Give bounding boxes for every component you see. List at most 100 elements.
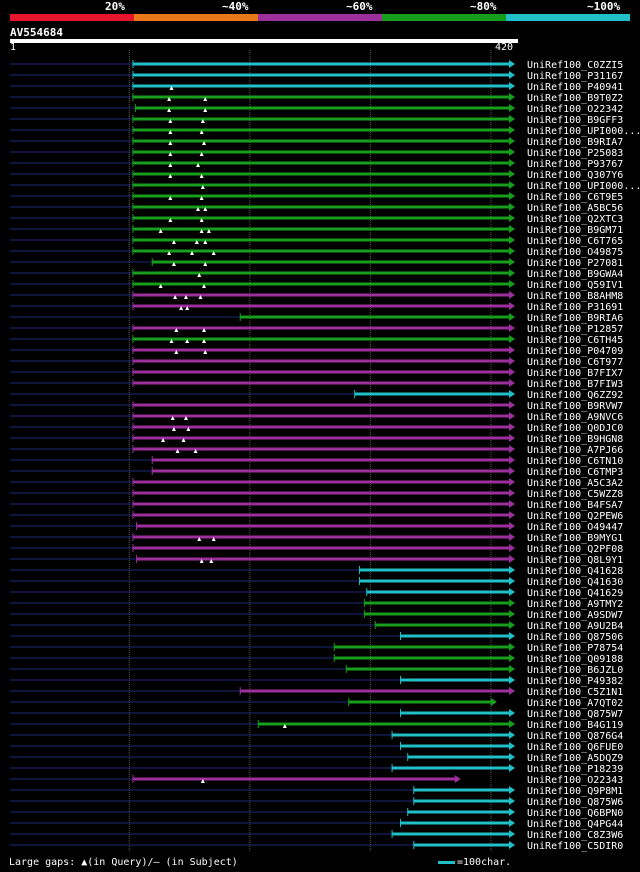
hit-end-arrow xyxy=(509,555,515,563)
hit-end-arrow xyxy=(509,335,515,343)
query-gap-marker xyxy=(171,427,176,431)
query-gap-marker xyxy=(209,559,214,563)
hit-label: UniRef100_A9TMY2 xyxy=(527,599,623,610)
hit-end-arrow xyxy=(509,610,515,618)
hit-end-arrow xyxy=(509,676,515,684)
hit-end-arrow xyxy=(509,731,515,739)
hit-end-arrow xyxy=(509,346,515,354)
query-gap-marker xyxy=(199,152,204,156)
hit-end-arrow xyxy=(509,71,515,79)
query-gap-marker xyxy=(158,284,163,288)
query-gap-marker xyxy=(181,438,186,442)
hit-label: UniRef100_Q41629 xyxy=(527,588,623,599)
hit-end-arrow xyxy=(490,698,497,706)
hit-end-arrow xyxy=(509,819,515,827)
hit-end-arrow xyxy=(509,643,515,651)
hit-end-arrow xyxy=(509,500,515,508)
query-gap-marker xyxy=(185,339,190,343)
query-gap-marker xyxy=(202,141,207,145)
hit-label: UniRef100_A7QT02 xyxy=(527,698,623,709)
hit-label: UniRef100_Q875W7 xyxy=(527,709,623,720)
hit-end-arrow xyxy=(509,830,515,838)
hit-label: UniRef100_Q876G4 xyxy=(527,731,623,742)
hit-label: UniRef100_O22343 xyxy=(527,775,623,786)
legend-segment xyxy=(258,14,382,21)
query-gap-marker xyxy=(196,163,201,167)
hit-label: UniRef100_B9RIA6 xyxy=(527,313,623,324)
scale-bar xyxy=(438,860,455,864)
query-gap-marker xyxy=(211,537,216,541)
hit-end-arrow xyxy=(509,478,515,486)
hit-label: UniRef100_B4FSA7 xyxy=(527,500,623,511)
hit-end-arrow xyxy=(509,291,515,299)
query-gap-marker xyxy=(203,262,208,266)
hit-label: UniRef100_A7PJ66 xyxy=(527,445,623,456)
hit-label: UniRef100_P18239 xyxy=(527,764,623,775)
query-gap-marker xyxy=(168,119,173,123)
legend-segment xyxy=(506,14,630,21)
query-gap-marker xyxy=(197,273,202,277)
hit-label: UniRef100_P27081 xyxy=(527,258,623,269)
query-gap-marker xyxy=(200,119,205,123)
query-gap-marker xyxy=(169,86,174,90)
hit-end-arrow xyxy=(509,742,515,750)
hit-label: UniRef100_O49875 xyxy=(527,247,623,258)
hit-label: UniRef100_Q09188 xyxy=(527,654,623,665)
hit-end-arrow xyxy=(509,764,515,772)
query-gap-marker xyxy=(203,350,208,354)
query-id: AV554684 xyxy=(10,26,63,39)
query-gap-marker xyxy=(200,185,205,189)
hit-label: UniRef100_O22342 xyxy=(527,104,623,115)
hit-end-arrow xyxy=(509,544,515,552)
hit-end-arrow xyxy=(509,423,515,431)
query-gap-marker xyxy=(158,229,163,233)
hit-label: UniRef100_B9GFF3 xyxy=(527,115,623,126)
query-gap-marker xyxy=(206,229,211,233)
hit-end-arrow xyxy=(509,577,515,585)
hit-end-arrow xyxy=(509,412,515,420)
hit-label: UniRef100_Q41630 xyxy=(527,577,623,588)
hit-label: UniRef100_Q4PG44 xyxy=(527,819,623,830)
query-gap-marker xyxy=(282,724,287,728)
hit-label: UniRef100_B9RVW7 xyxy=(527,401,623,412)
query-gap-marker xyxy=(174,350,179,354)
query-gap-marker xyxy=(168,163,173,167)
hit-label: UniRef100_C5WZZ8 xyxy=(527,489,623,500)
hit-end-arrow xyxy=(509,192,515,200)
hit-end-arrow xyxy=(454,775,461,783)
hit-end-arrow xyxy=(509,709,515,717)
hit-label: UniRef100_B9MYG1 xyxy=(527,533,623,544)
hit-end-arrow xyxy=(509,841,515,849)
query-gap-marker xyxy=(185,306,190,310)
hit-label: UniRef100_B4G119 xyxy=(527,720,623,731)
legend-label: ~100% xyxy=(587,0,621,13)
hit-label: UniRef100_P25083 xyxy=(527,148,623,159)
hit-end-arrow xyxy=(509,665,515,673)
query-gap-marker xyxy=(197,537,202,541)
hit-label: UniRef100_C6T765 xyxy=(527,236,623,247)
axis-start-label: 1 xyxy=(10,42,17,53)
hit-label: UniRef100_Q875W6 xyxy=(527,797,623,808)
hit-label: UniRef100_A5BC56 xyxy=(527,203,623,214)
query-gap-marker xyxy=(194,240,199,244)
query-gap-marker xyxy=(198,295,203,299)
query-gap-marker xyxy=(203,240,208,244)
query-gap-marker xyxy=(199,130,204,134)
scale-legend: =100char. xyxy=(438,857,511,868)
hit-label: UniRef100_P31691 xyxy=(527,302,623,313)
hit-end-arrow xyxy=(509,181,515,189)
hit-label: UniRef100_B9GM71 xyxy=(527,225,623,236)
hit-end-arrow xyxy=(509,687,515,695)
hit-end-arrow xyxy=(509,269,515,277)
hit-end-arrow xyxy=(509,225,515,233)
query-gap-marker xyxy=(202,328,207,332)
query-gap-marker xyxy=(168,196,173,200)
query-gap-marker xyxy=(170,416,175,420)
hit-label: UniRef100_C8Z3W6 xyxy=(527,830,623,841)
hit-end-arrow xyxy=(509,214,515,222)
hit-end-arrow xyxy=(509,434,515,442)
query-gap-marker xyxy=(173,295,178,299)
hit-label: UniRef100_Q6BPN0 xyxy=(527,808,623,819)
hit-label: UniRef100_P04709 xyxy=(527,346,623,357)
